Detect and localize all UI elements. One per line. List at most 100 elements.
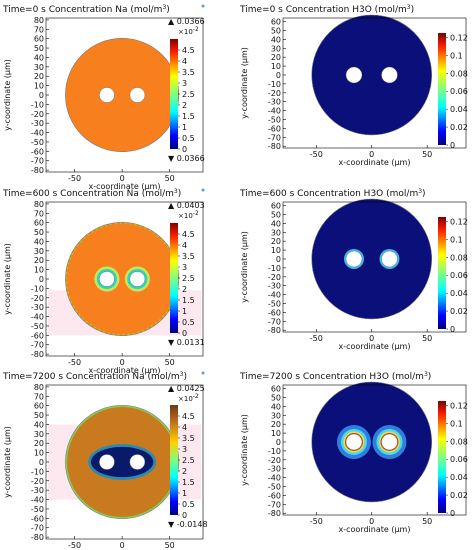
hole-0 (345, 433, 363, 451)
colorbar-tick-label: 0.1 (450, 235, 463, 244)
domain-disk (65, 37, 180, 153)
colorbar (438, 401, 446, 513)
y-tick-label: 30 (34, 63, 44, 72)
y-tick-label: 30 (34, 247, 44, 256)
y-tick-label: -40 (31, 313, 44, 322)
logo-mark (201, 371, 205, 375)
axes-frame (282, 201, 467, 333)
y-tick-label: 20 (271, 420, 281, 429)
panel-title: Time=7200 s Concentration H3O (mol/m3) (239, 371, 431, 382)
y-tick-label: 0 (39, 275, 44, 284)
colorbar-min-label: ▼ 0.0131 (168, 338, 205, 347)
y-tick-label: 60 (34, 35, 44, 44)
y-tick-label: 30 (271, 44, 281, 53)
colorbar-tick-label: 3.5 (182, 68, 195, 77)
y-tick-label: 50 (34, 44, 44, 53)
x-tick-label: 0 (120, 174, 125, 183)
colorbar-tick-label: 0.04 (450, 473, 468, 482)
colorbar (170, 405, 178, 515)
y-tick-label: 0 (276, 71, 281, 80)
x-tick-label: 0 (369, 334, 374, 343)
colorbar-max-label: ▲ 0.0425 (168, 384, 205, 393)
y-tick-label: 10 (271, 246, 281, 255)
y-tick-label: 80 (34, 383, 44, 392)
plot-panel-6: Time=7200 s Concentration H3O (mol/m3) 60… (239, 371, 468, 534)
x-tick-label: -50 (310, 334, 323, 343)
y-tick-label: -80 (31, 533, 44, 542)
x-tick-label: -50 (68, 174, 81, 183)
y-tick-label: -10 (268, 447, 281, 456)
y-tick-label: 10 (271, 429, 281, 438)
y-tick-label: 60 (34, 402, 44, 411)
hole-0 (99, 87, 115, 103)
y-tick-label: -20 (31, 294, 44, 303)
colorbar (438, 33, 446, 145)
y-tick-label: 70 (34, 392, 44, 401)
y-tick-label: -80 (31, 166, 44, 175)
colorbar-tick-label: 0.12 (450, 401, 468, 410)
colorbar-tick-label: 2 (182, 467, 187, 476)
colorbar-tick-label: 2 (182, 101, 187, 110)
y-tick-label: 50 (271, 26, 281, 35)
y-tick-label: -40 (268, 107, 281, 116)
y-tick-label: -20 (31, 477, 44, 486)
colorbar-max-label: ▲ 0.0366 (168, 17, 205, 26)
y-tick-label: -70 (268, 317, 281, 326)
panel-title: Time=600 s Concentration H3O (mol/m3) (239, 188, 426, 199)
colorbar-tick-label: 3.5 (182, 252, 195, 261)
x-tick-label: 50 (165, 541, 175, 550)
colorbar-tick-label: 0.04 (450, 105, 468, 114)
colorbar-multiplier: ×10-2 (178, 393, 199, 403)
y-tick-label: 40 (271, 219, 281, 228)
y-tick-label: 0 (39, 458, 44, 467)
hole-1 (381, 66, 398, 84)
y-tick-label: -60 (268, 308, 281, 317)
y-tick-label: 60 (271, 385, 281, 394)
plot-panel-5: Time=7200 s Concentration Na (mol/m3)807… (2, 371, 208, 550)
hole-1 (129, 87, 146, 103)
hole-0 (99, 271, 115, 287)
y-tick-label: 0 (276, 438, 281, 447)
y-tick-label: -50 (268, 116, 281, 125)
colorbar-tick-label: 4.5 (182, 412, 195, 421)
colorbar-multiplier: ×10-2 (178, 26, 199, 36)
y-tick-label: -50 (268, 300, 281, 309)
y-tick-label: -80 (268, 509, 281, 518)
y-tick-label: 60 (271, 202, 281, 211)
domain-disk (311, 14, 433, 136)
y-tick-label: 40 (34, 53, 44, 62)
axes-frame (282, 17, 467, 149)
hole-1 (381, 250, 398, 268)
colorbar-tick-label: 0.5 (182, 500, 195, 509)
colorbar-tick-label: 2 (182, 285, 187, 294)
colorbar-tick-label: 3.5 (182, 434, 195, 443)
axes-frame (282, 384, 467, 516)
colorbar-tick-label: 0.1 (450, 51, 463, 60)
x-axis-label: x-coordinate (μm) (339, 525, 411, 534)
x-tick-label: 0 (369, 517, 374, 526)
y-tick-label: -70 (268, 133, 281, 142)
y-axis-label: y-coordinate (μm) (240, 47, 249, 119)
x-tick-label: -50 (68, 541, 81, 550)
colorbar-tick-label: 3 (182, 263, 187, 272)
y-tick-label: 10 (34, 449, 44, 458)
y-tick-label: 50 (271, 210, 281, 219)
colorbar (170, 223, 178, 333)
x-tick-label: 50 (422, 150, 432, 159)
y-tick-label: -30 (31, 119, 44, 128)
x-axis-label: x-coordinate (μm) (89, 366, 161, 375)
x-tick-label: -50 (310, 517, 323, 526)
y-tick-label: -50 (31, 505, 44, 514)
hole-0 (99, 454, 115, 470)
y-tick-label: -60 (268, 124, 281, 133)
logo-mark (201, 4, 205, 8)
y-axis-label: y-coordinate (μm) (3, 59, 12, 131)
x-tick-label: -50 (310, 150, 323, 159)
y-tick-label: 60 (34, 219, 44, 228)
y-tick-label: -70 (31, 341, 44, 350)
y-tick-label: -40 (268, 291, 281, 300)
colorbar-tick-label: 0.02 (450, 307, 468, 316)
panel-title: Time=7200 s Concentration Na (mol/m3) (2, 371, 187, 382)
colorbar-min-label: ▼ -0.0148 (168, 520, 208, 529)
panel-title: Time=0 s Concentration Na (mol/m3) (2, 4, 170, 15)
